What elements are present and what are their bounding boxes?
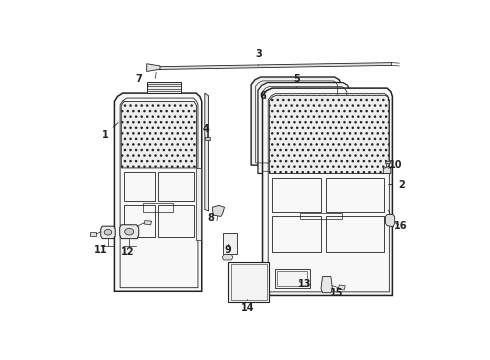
Polygon shape [120, 225, 139, 239]
Text: 3: 3 [255, 49, 262, 66]
Polygon shape [101, 226, 115, 239]
FancyBboxPatch shape [228, 262, 270, 302]
Polygon shape [205, 93, 209, 211]
Text: 12: 12 [121, 247, 134, 257]
Polygon shape [386, 215, 394, 227]
Polygon shape [251, 77, 342, 165]
Polygon shape [270, 95, 389, 174]
Polygon shape [258, 82, 350, 174]
Text: 2: 2 [389, 180, 405, 190]
Circle shape [104, 229, 112, 235]
Text: 1: 1 [101, 123, 118, 140]
Text: 11: 11 [95, 245, 108, 255]
Polygon shape [222, 255, 233, 260]
Text: 14: 14 [241, 300, 254, 313]
Text: 4: 4 [202, 124, 209, 140]
FancyBboxPatch shape [196, 168, 200, 240]
Polygon shape [147, 82, 181, 93]
Polygon shape [383, 167, 391, 174]
Polygon shape [385, 161, 390, 163]
Text: 7: 7 [136, 74, 148, 86]
Text: 10: 10 [389, 160, 402, 170]
Polygon shape [321, 276, 332, 293]
Text: 6: 6 [259, 91, 266, 101]
Circle shape [124, 228, 134, 235]
Text: 13: 13 [297, 279, 311, 289]
Text: 16: 16 [394, 221, 408, 231]
Polygon shape [205, 138, 211, 140]
Polygon shape [115, 93, 202, 291]
Text: 8: 8 [208, 213, 215, 223]
Polygon shape [147, 64, 160, 72]
FancyBboxPatch shape [275, 269, 310, 288]
Polygon shape [121, 102, 196, 168]
Text: 9: 9 [225, 244, 232, 255]
Polygon shape [339, 285, 345, 290]
Text: 5: 5 [294, 74, 300, 87]
Polygon shape [144, 221, 151, 225]
Text: 15: 15 [330, 288, 343, 298]
Polygon shape [90, 232, 96, 237]
Polygon shape [212, 205, 224, 216]
Polygon shape [154, 63, 392, 69]
FancyBboxPatch shape [222, 233, 237, 254]
Polygon shape [263, 88, 392, 296]
